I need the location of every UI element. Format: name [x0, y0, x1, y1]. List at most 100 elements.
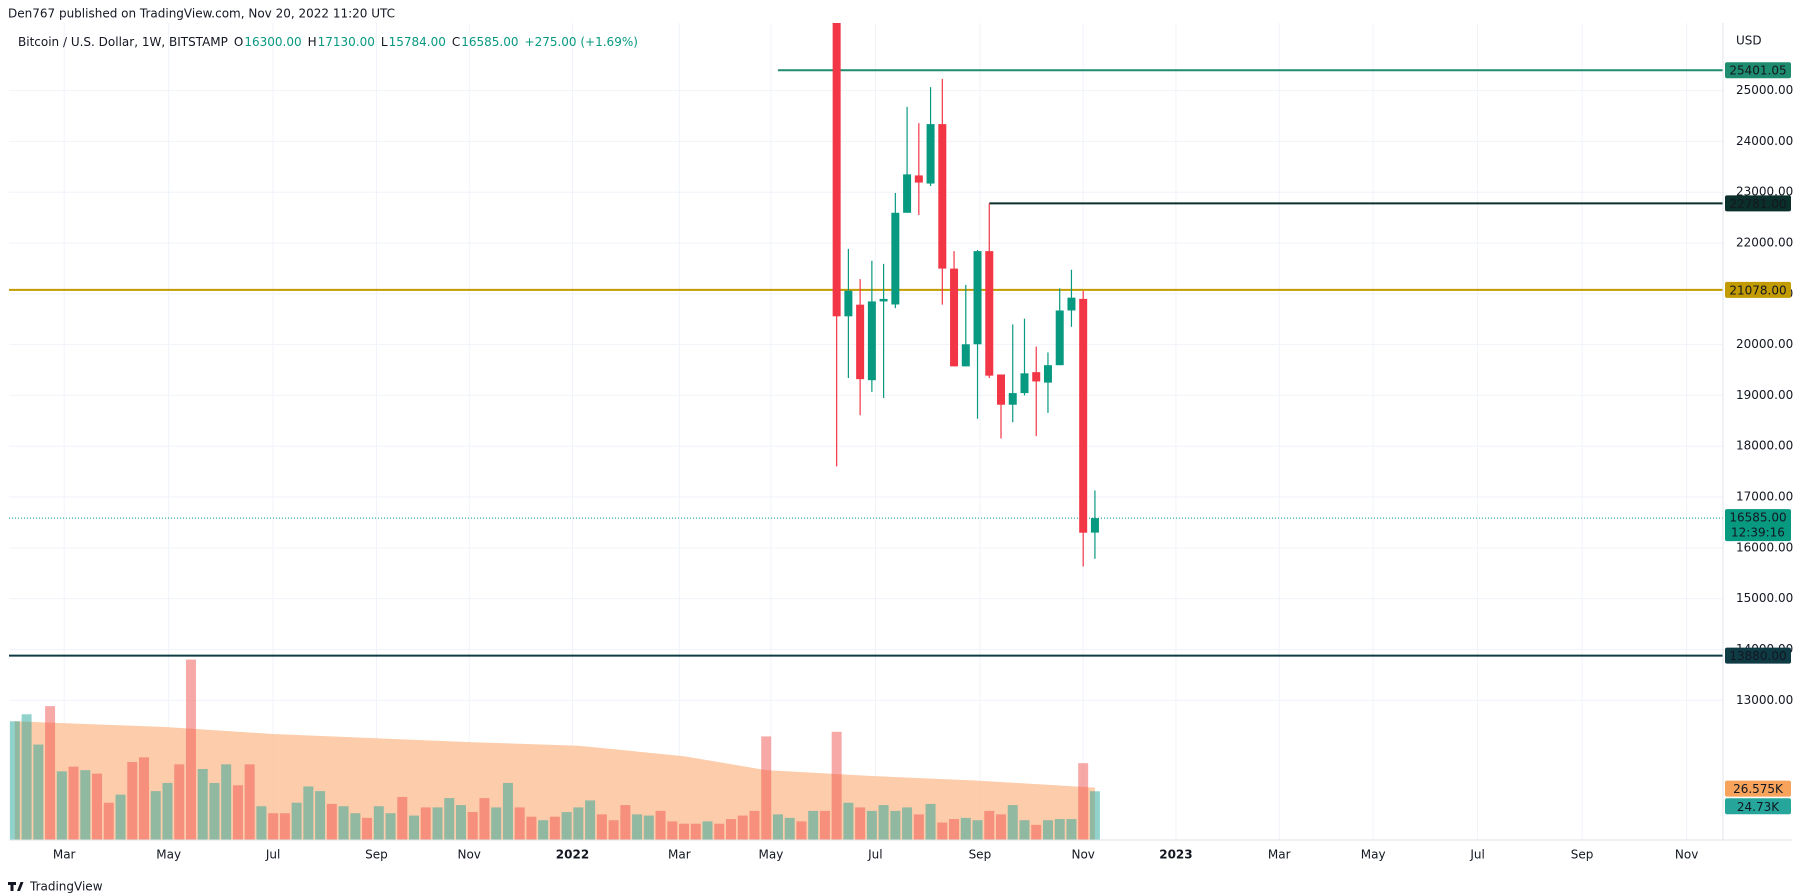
volume-bar	[1031, 824, 1042, 840]
volume-bar	[444, 798, 455, 840]
volume-bar	[1054, 819, 1065, 840]
x-tick-label: Jul	[265, 848, 280, 862]
candle-body	[1032, 372, 1041, 382]
volume-bar	[115, 794, 126, 840]
volume-bar	[655, 810, 666, 840]
candle-body	[926, 124, 935, 184]
volume-bar	[538, 820, 549, 840]
volume-bar	[150, 791, 161, 840]
volume-bar	[690, 823, 701, 840]
volume-bar	[362, 817, 373, 840]
candle-body	[997, 374, 1006, 405]
volume-bar	[279, 813, 290, 840]
volume-bar	[960, 817, 971, 840]
x-tick-label: 2023	[1159, 848, 1192, 862]
volume-bar	[409, 815, 420, 840]
volume-bar	[902, 807, 913, 840]
volume-bar	[33, 744, 44, 840]
volume-bar	[632, 814, 643, 840]
volume-bar	[843, 802, 854, 840]
y-tick-label: 23000.00	[1736, 185, 1793, 199]
volume-bar	[1007, 805, 1018, 840]
volume-bar	[491, 807, 502, 840]
candle-body	[985, 251, 994, 376]
volume-ma-label: 26.575K	[1733, 782, 1784, 796]
candle-body	[844, 290, 853, 317]
y-tick-label: 20000.00	[1736, 337, 1793, 351]
volume-bar	[9, 721, 20, 840]
x-tick-label: Mar	[1268, 848, 1291, 862]
volume-bar	[68, 766, 79, 840]
volume-bar	[761, 736, 772, 840]
level-label-box	[1725, 647, 1791, 664]
footer-brand: TradingView	[29, 880, 103, 894]
x-tick-label: Jul	[1469, 848, 1484, 862]
volume-bar	[514, 807, 525, 840]
volume-bar	[232, 785, 243, 840]
ohlc-legend: Bitcoin / U.S. Dollar, 1W, BITSTAMP O1630…	[18, 35, 638, 49]
volume-bar	[643, 815, 654, 840]
volume-bar	[162, 782, 173, 840]
volume-bar	[984, 810, 995, 840]
level-label: 21078.00	[1729, 283, 1786, 297]
volume-bar	[808, 810, 819, 840]
legend-value: 16585.00	[461, 35, 518, 49]
x-tick-label: May	[759, 848, 784, 862]
candle-body	[1008, 393, 1017, 405]
candle-body	[903, 174, 912, 213]
candle-body	[1090, 518, 1099, 533]
volume-bar	[127, 762, 138, 840]
x-tick-label: Nov	[457, 848, 480, 862]
volume-bar	[397, 796, 408, 840]
currency-label: USD	[1736, 34, 1762, 48]
volume-bar	[268, 813, 279, 840]
volume-bar	[1089, 791, 1100, 840]
volume-bar	[549, 816, 560, 840]
volume-bar	[866, 810, 877, 840]
volume-bar	[667, 821, 678, 840]
volume-bar	[526, 816, 537, 840]
volume-bar	[796, 821, 807, 840]
candle-body	[867, 301, 876, 381]
candle-body	[914, 175, 923, 183]
legend-symbol: Bitcoin / U.S. Dollar, 1W, BITSTAMP	[18, 35, 228, 49]
candle-body	[961, 344, 970, 367]
volume-bar	[749, 810, 760, 840]
volume-bar	[972, 820, 983, 840]
volume-bar	[784, 817, 795, 840]
candle-body	[1043, 365, 1052, 383]
volume-bar	[502, 782, 513, 840]
volume-bar	[244, 764, 255, 840]
x-tick-label: Nov	[1675, 848, 1698, 862]
volume-bar	[315, 791, 326, 840]
volume-bar	[291, 802, 302, 840]
x-tick-label: Sep	[365, 848, 388, 862]
volume-bar	[561, 812, 572, 840]
level-label: 22781.00	[1729, 197, 1786, 211]
y-tick-label: 25000.00	[1736, 83, 1793, 97]
volume-bar	[913, 814, 924, 840]
x-tick-label: Mar	[53, 848, 76, 862]
volume-bar	[1042, 820, 1053, 840]
volume-bar	[819, 810, 830, 840]
volume-bar	[737, 815, 748, 840]
candle-body	[1079, 298, 1088, 533]
candle-body	[1055, 310, 1064, 366]
volume-ma-box	[1725, 780, 1791, 797]
volume-bar	[620, 805, 631, 840]
legend-value: 17130.00	[318, 35, 375, 49]
level-label: 13880.00	[1729, 649, 1786, 663]
volume-bar	[185, 659, 196, 840]
countdown-label: 12:39:16	[1731, 526, 1785, 540]
volume-bar	[103, 802, 114, 840]
volume-bar	[772, 814, 783, 840]
volume-bar	[596, 814, 607, 840]
volume-bar	[21, 714, 32, 840]
y-tick-label: 17000.00	[1736, 490, 1793, 504]
candle-body	[891, 212, 900, 305]
volume-bar	[996, 814, 1006, 840]
x-tick-label: Nov	[1071, 848, 1094, 862]
volume-bar	[303, 786, 314, 840]
publish-header: Den767 published on TradingView.com, Nov…	[8, 7, 395, 21]
candle-body	[950, 268, 959, 367]
